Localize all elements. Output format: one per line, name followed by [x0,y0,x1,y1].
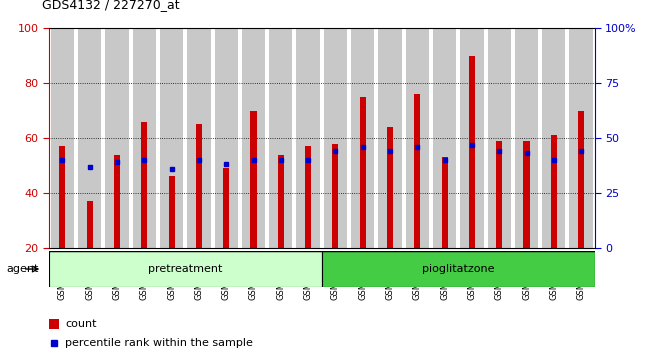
Bar [414,94,421,248]
Bar [305,146,311,248]
Bar [51,28,74,248]
Text: GDS4132 / 227270_at: GDS4132 / 227270_at [42,0,180,11]
Bar [49,319,58,329]
Bar [86,201,93,248]
Text: percentile rank within the sample: percentile rank within the sample [65,338,253,348]
Bar [324,28,347,248]
Bar [187,28,211,248]
Bar [359,97,366,248]
Text: agent: agent [6,264,39,274]
Bar [378,28,402,248]
Bar [78,28,101,248]
Bar [105,28,129,248]
Bar [168,176,175,248]
Bar [523,141,530,248]
Bar [59,146,66,248]
Bar [214,28,238,248]
Bar [488,28,511,248]
Bar [160,28,183,248]
Text: pretreatment: pretreatment [148,264,222,274]
Bar [406,28,429,248]
Bar [322,251,595,287]
Bar [569,28,593,248]
Text: pioglitatzone: pioglitatzone [422,264,495,274]
Bar [133,28,156,248]
Bar [441,157,448,248]
Bar [542,28,566,248]
Bar [578,110,584,248]
Bar [278,154,284,248]
Bar [551,135,557,248]
Bar [332,143,339,248]
Bar [196,124,202,248]
Bar [269,28,292,248]
Bar [387,127,393,248]
Bar [296,28,320,248]
Bar [460,28,484,248]
Bar [351,28,374,248]
Bar [114,154,120,248]
Bar [141,121,148,248]
Bar [496,141,502,248]
Bar [242,28,265,248]
Bar [223,168,229,248]
Text: count: count [65,319,96,329]
Bar [515,28,538,248]
Bar [49,251,322,287]
Bar [469,56,475,248]
Bar [250,110,257,248]
Bar [433,28,456,248]
